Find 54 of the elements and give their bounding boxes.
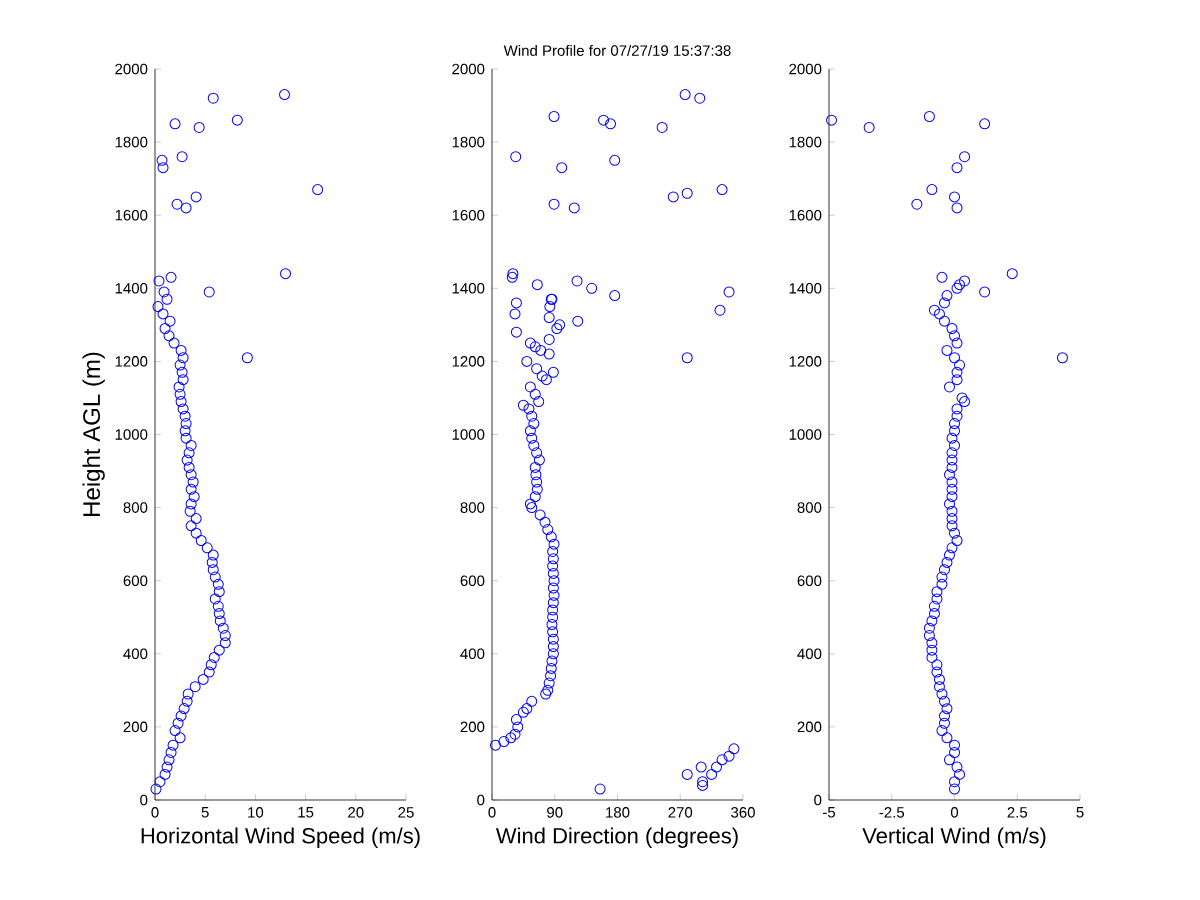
y-tick-label: 2000	[789, 63, 822, 75]
y-tick-label: 0	[140, 794, 148, 806]
x-tick-label: -5	[823, 807, 836, 818]
x-tick-label: 2.5	[1007, 807, 1028, 818]
x-axis-title: Vertical Wind (m/s)	[862, 827, 1046, 848]
x-tick-label: 10	[248, 807, 264, 818]
x-tick-label: -2.5	[879, 807, 905, 818]
x-axis-title: Horizontal Wind Speed (m/s)	[141, 827, 420, 848]
y-tick-label: 1800	[789, 136, 822, 148]
y-tick-label: 1200	[789, 356, 822, 367]
y-tick-label: 800	[797, 502, 822, 513]
y-tick-label: 0	[477, 794, 485, 806]
y-tick-label: 1400	[789, 282, 822, 294]
x-tick-label: 0	[950, 807, 959, 818]
y-tick-label: 1400	[115, 282, 148, 294]
y-tick-label: 1600	[115, 209, 148, 221]
y-tick-label: 200	[123, 721, 148, 733]
x-tick-label: 5	[1076, 807, 1084, 818]
y-tick-label: 2000	[115, 63, 148, 75]
y-tick-label: 1600	[789, 209, 822, 221]
y-tick-label: 1000	[789, 429, 822, 440]
y-tick-label: 800	[460, 502, 485, 513]
chart-title: Wind Profile for 07/27/19 15:37:38	[503, 44, 731, 56]
y-tick-label: 600	[460, 575, 485, 587]
y-tick-label: 800	[123, 502, 148, 513]
y-tick-label: 1800	[115, 136, 148, 148]
x-tick-label: 0	[151, 807, 159, 818]
y-tick-label: 2000	[452, 63, 485, 75]
x-tick-label: 20	[348, 807, 364, 818]
y-tick-label: 400	[797, 648, 822, 660]
y-tick-label: 1000	[115, 429, 148, 440]
x-tick-label: 360	[731, 807, 755, 818]
x-tick-label: 25	[398, 807, 414, 818]
x-axis-title: Wind Direction (degrees)	[495, 827, 738, 848]
x-tick-label: 0	[488, 807, 496, 818]
y-tick-label: 600	[797, 575, 822, 587]
y-tick-label: 1600	[452, 209, 485, 221]
y-tick-label: 400	[460, 648, 485, 660]
x-tick-label: 270	[668, 807, 693, 818]
y-tick-label: 1200	[115, 356, 148, 367]
x-tick-label: 90	[547, 807, 563, 818]
y-tick-label: 200	[797, 721, 822, 733]
x-tick-label: 15	[298, 807, 314, 818]
x-tick-label: 180	[606, 807, 630, 818]
y-tick-label: 0	[814, 794, 822, 806]
x-tick-label: 5	[201, 807, 209, 818]
y-tick-label: 200	[460, 721, 485, 733]
y-tick-label: 1400	[452, 282, 485, 294]
y-axis-title: Height AGL (m)	[82, 352, 105, 516]
y-tick-label: 400	[123, 648, 148, 660]
y-tick-label: 1200	[452, 356, 485, 367]
y-tick-label: 1000	[452, 429, 485, 440]
y-tick-label: 1800	[452, 136, 485, 148]
y-tick-label: 600	[123, 575, 148, 587]
